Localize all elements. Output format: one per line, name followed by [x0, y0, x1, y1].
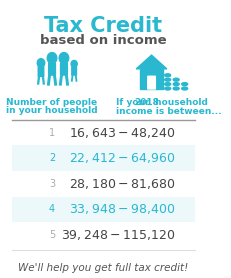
Ellipse shape	[165, 74, 171, 77]
Circle shape	[47, 53, 57, 64]
FancyBboxPatch shape	[72, 67, 76, 75]
Text: based on income: based on income	[40, 34, 167, 46]
Circle shape	[71, 60, 77, 68]
Text: 1: 1	[49, 128, 55, 138]
Text: $22,412 - $64,960: $22,412 - $64,960	[69, 151, 175, 165]
Text: Number of people: Number of people	[6, 98, 98, 107]
FancyBboxPatch shape	[49, 63, 55, 75]
Ellipse shape	[165, 83, 171, 86]
Ellipse shape	[182, 83, 188, 86]
Text: income is between...: income is between...	[116, 107, 221, 116]
Text: household: household	[152, 98, 207, 107]
Text: Tax Credit: Tax Credit	[44, 16, 163, 36]
Text: $33,948 - $98,400: $33,948 - $98,400	[69, 202, 175, 216]
Text: 2018: 2018	[134, 98, 159, 107]
Ellipse shape	[182, 87, 188, 90]
FancyBboxPatch shape	[140, 69, 163, 88]
FancyBboxPatch shape	[61, 63, 67, 75]
FancyBboxPatch shape	[12, 197, 195, 222]
Text: $16,643 - $48,240: $16,643 - $48,240	[69, 126, 175, 140]
Text: $39,248 - $115,120: $39,248 - $115,120	[61, 228, 175, 242]
Text: $28,180 - $81,680: $28,180 - $81,680	[69, 177, 175, 191]
Polygon shape	[136, 55, 167, 69]
Ellipse shape	[173, 83, 179, 86]
Text: 3: 3	[49, 179, 55, 189]
FancyBboxPatch shape	[148, 76, 155, 89]
Text: 4: 4	[49, 204, 55, 214]
Ellipse shape	[165, 78, 171, 81]
Ellipse shape	[165, 87, 171, 90]
Text: 2: 2	[49, 153, 55, 163]
Ellipse shape	[173, 78, 179, 81]
Ellipse shape	[173, 87, 179, 90]
Circle shape	[37, 59, 45, 67]
FancyBboxPatch shape	[12, 145, 195, 171]
FancyBboxPatch shape	[38, 67, 44, 76]
Text: 5: 5	[49, 230, 55, 240]
Text: If your: If your	[116, 98, 152, 107]
Text: We'll help you get full tax credit!: We'll help you get full tax credit!	[18, 263, 188, 273]
Text: in your household: in your household	[6, 106, 98, 115]
Circle shape	[59, 53, 69, 64]
